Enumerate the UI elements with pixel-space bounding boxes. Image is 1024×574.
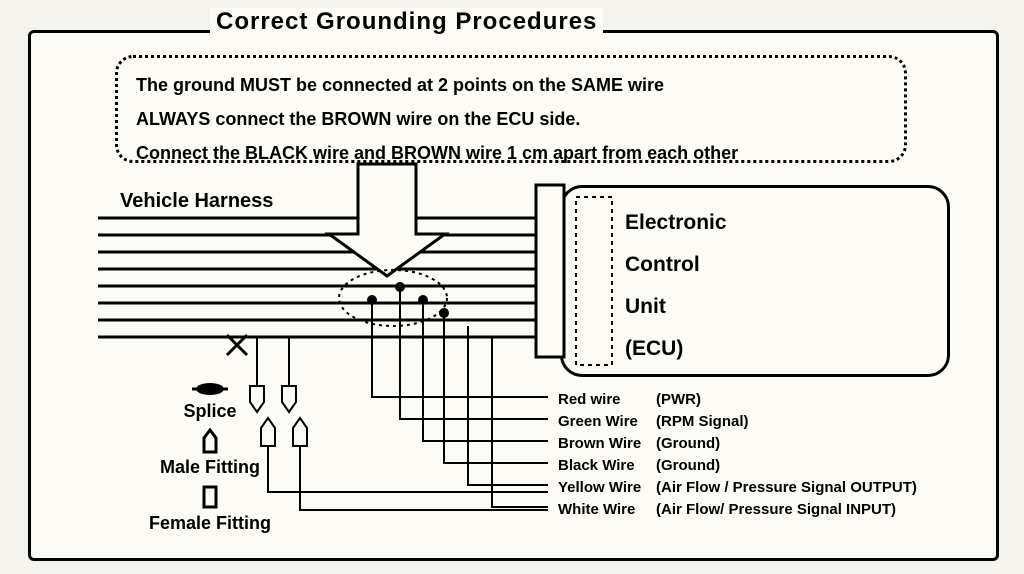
wire-row-green: Green Wire(RPM Signal): [558, 411, 917, 433]
female-fitting-icon: [200, 484, 220, 510]
page: Correct Grounding Procedures The ground …: [0, 0, 1024, 574]
wire-row-yellow: Yellow Wire(Air Flow / Pressure Signal O…: [558, 477, 917, 499]
legend-male: Male Fitting: [140, 428, 280, 478]
wire-row-brown: Brown Wire(Ground): [558, 433, 917, 455]
legend-splice: Splice: [140, 380, 280, 422]
splice-icon: [192, 380, 228, 398]
wire-list: Red wire(PWR) Green Wire(RPM Signal) Bro…: [558, 389, 917, 521]
legend: Splice Male Fitting Female Fitting: [140, 380, 280, 540]
male-fitting-icon: [200, 428, 220, 454]
legend-female: Female Fitting: [140, 484, 280, 534]
wire-row-red: Red wire(PWR): [558, 389, 917, 411]
wire-row-black: Black Wire(Ground): [558, 455, 917, 477]
wire-row-white: White Wire(Air Flow/ Pressure Signal INP…: [558, 499, 917, 521]
